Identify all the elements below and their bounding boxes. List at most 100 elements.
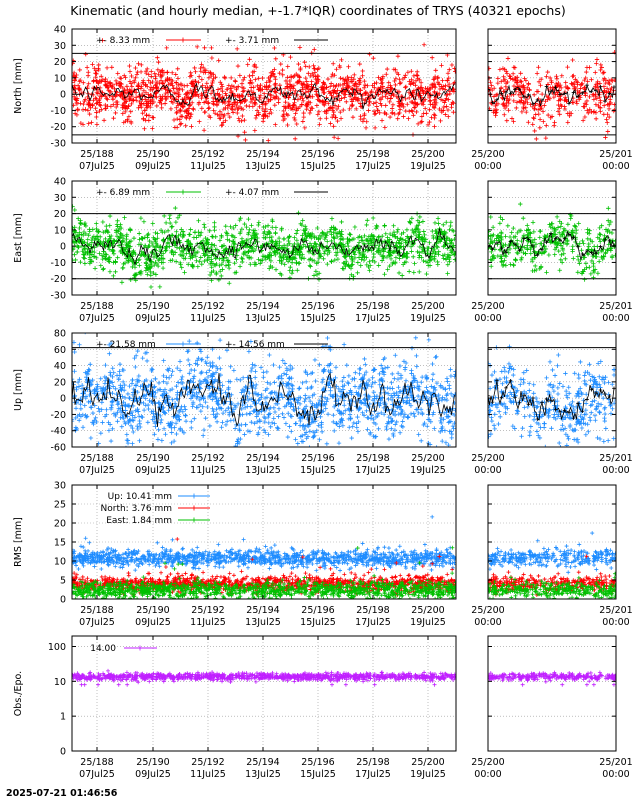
data-point (595, 271, 601, 276)
data-point (499, 237, 504, 243)
data-point (151, 252, 157, 257)
data-point (541, 250, 547, 255)
x-tick-label: 11Jul25 (190, 313, 226, 324)
data-point (175, 76, 181, 81)
data-point (285, 112, 291, 118)
data-point (275, 250, 280, 255)
data-point (145, 232, 150, 238)
data-point (240, 402, 245, 408)
data-point (396, 252, 402, 258)
data-point (188, 88, 194, 93)
data-point (571, 73, 576, 78)
data-point (89, 382, 94, 387)
data-point (181, 103, 186, 109)
data-point (432, 105, 437, 111)
data-point (445, 235, 450, 241)
data-point (72, 94, 77, 100)
panel-east: East [mm]25/18807Jul2525/19009Jul2525/19… (13, 177, 633, 325)
data-point (387, 99, 392, 105)
data-point (107, 351, 112, 356)
y-tick-label: 20 (54, 57, 66, 68)
data-point (246, 230, 251, 235)
zoom-frame (487, 180, 617, 296)
data-point (272, 249, 277, 254)
y-axis-label: East [mm] (13, 213, 24, 262)
data-point (103, 102, 108, 108)
data-point (574, 98, 579, 104)
data-point (391, 433, 396, 439)
data-point (502, 253, 508, 258)
data-point (107, 422, 113, 427)
data-point (361, 413, 367, 418)
data-point (312, 70, 318, 75)
data-point (488, 236, 493, 242)
data-point (333, 365, 339, 370)
data-point (82, 97, 88, 102)
data-point (237, 217, 242, 223)
data-point (225, 237, 230, 242)
data-point (348, 79, 354, 84)
data-point (531, 229, 537, 235)
data-point (412, 385, 417, 390)
data-point (595, 79, 600, 84)
data-point (287, 367, 293, 372)
data-point (107, 89, 112, 94)
data-point (577, 241, 582, 246)
data-point (156, 258, 161, 263)
data-point (158, 68, 164, 74)
data-point (123, 256, 129, 261)
y-tick-label: -20 (50, 122, 66, 133)
data-point (342, 78, 347, 84)
x-tick-label: 13Jul25 (245, 313, 281, 324)
data-point (297, 45, 303, 50)
data-point (513, 87, 517, 92)
data-point (580, 238, 585, 244)
data-point (178, 121, 184, 126)
data-point (300, 218, 305, 223)
data-point (432, 89, 437, 94)
data-point (385, 85, 391, 90)
data-point (567, 233, 571, 237)
data-point (202, 258, 207, 264)
data-point (397, 363, 403, 369)
data-point (307, 64, 312, 70)
data-point (120, 102, 125, 108)
data-point (131, 97, 136, 103)
data-point (125, 259, 131, 265)
data-point (267, 235, 272, 240)
data-point (262, 109, 267, 114)
data-point (589, 89, 594, 94)
data-point (272, 45, 277, 51)
data-point (201, 222, 207, 227)
data-point (376, 245, 381, 251)
data-point (299, 222, 305, 228)
data-point (567, 101, 571, 106)
main-plot-area (72, 333, 456, 447)
data-point (280, 395, 285, 400)
data-point (242, 129, 247, 135)
data-point (115, 224, 120, 229)
y-tick-label: -30 (50, 291, 66, 302)
data-point (400, 237, 406, 242)
data-point (136, 84, 141, 89)
data-point (344, 362, 350, 368)
data-point (145, 66, 150, 72)
data-point (252, 128, 258, 133)
data-point (386, 240, 392, 246)
data-point (292, 136, 298, 142)
data-point (178, 260, 183, 266)
data-point (268, 258, 274, 264)
data-point (138, 215, 144, 221)
data-point (187, 74, 193, 79)
data-point (159, 253, 164, 258)
data-point (536, 65, 541, 70)
data-point (155, 231, 160, 236)
data-point (377, 242, 382, 248)
data-point (598, 244, 603, 249)
data-point (503, 242, 508, 247)
data-point (248, 99, 254, 105)
data-point (591, 97, 597, 102)
data-point (513, 257, 518, 262)
data-point (133, 272, 138, 278)
data-point (384, 111, 389, 117)
